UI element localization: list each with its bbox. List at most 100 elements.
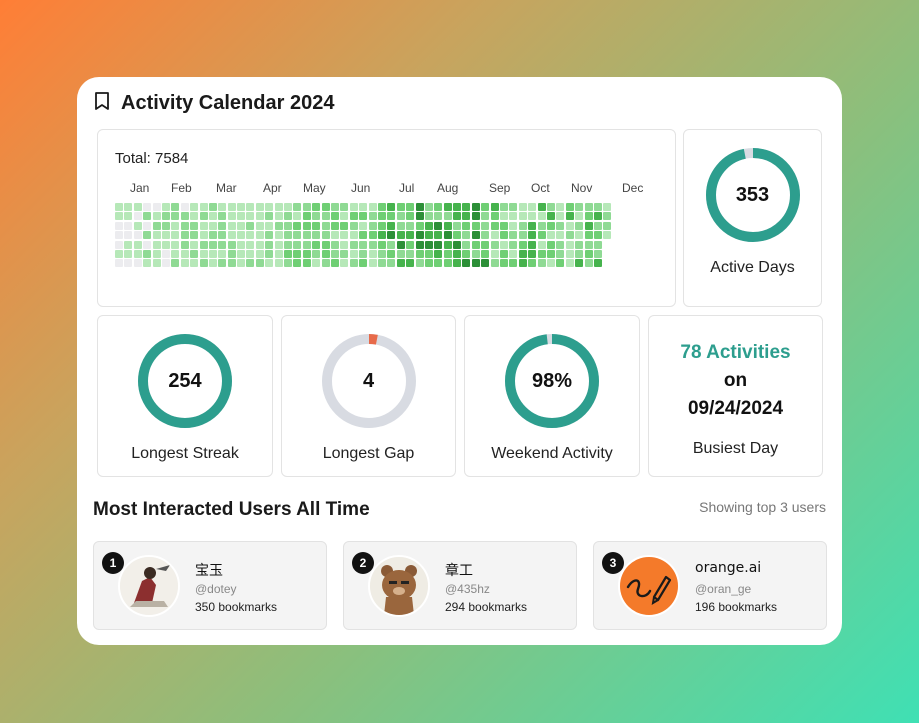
busiest-day-label: Busiest Day (692, 440, 779, 457)
month-label: Sep (489, 181, 511, 195)
heatmap-cell (500, 249, 509, 258)
heatmap-cell (443, 221, 452, 230)
heatmap-cell (368, 259, 377, 268)
heatmap-cell (462, 212, 471, 221)
heatmap-cell (528, 203, 537, 211)
heatmap-cell (406, 249, 415, 258)
heatmap-cell (293, 212, 302, 221)
heatmap-cell (265, 203, 274, 211)
heatmap-cell (593, 249, 602, 258)
heatmap-cell (237, 203, 246, 211)
heatmap-cell (171, 221, 180, 230)
heatmap-cell (434, 212, 443, 221)
heatmap-cell (434, 221, 443, 230)
longest-streak-label: Longest Streak (131, 445, 239, 462)
user-card[interactable]: 2 章工 @435hz 294 bookmarks (343, 541, 577, 630)
heatmap-cell (424, 259, 433, 268)
heatmap-cell (321, 231, 330, 240)
heatmap-cell (518, 221, 527, 230)
heatmap-cell (377, 259, 386, 268)
heatmap-cell (293, 221, 302, 230)
heatmap-cell (330, 240, 339, 249)
heatmap-cell (274, 203, 283, 211)
user-name: 章工 (445, 563, 473, 579)
heatmap-cell (171, 240, 180, 249)
month-label: Jun (351, 181, 371, 195)
heatmap-cell (603, 231, 612, 240)
user-card[interactable]: 3 orange.ai @oran_ge 196 bookmarks (593, 541, 827, 630)
heatmap-cell (246, 221, 255, 230)
heatmap-cell (406, 221, 415, 230)
heatmap-cell (330, 231, 339, 240)
heatmap-cell (368, 203, 377, 211)
heatmap-cell (321, 221, 330, 230)
heatmap-cell (152, 240, 161, 249)
heatmap-cell (481, 221, 490, 230)
month-label: Nov (571, 181, 593, 195)
heatmap-cell (161, 231, 170, 240)
heatmap-cell (284, 221, 293, 230)
heatmap-cell (133, 231, 142, 240)
heatmap-cell (453, 240, 462, 249)
month-label: May (303, 181, 326, 195)
heatmap-cell (368, 249, 377, 258)
busiest-day-date: 09/24/2024 (687, 398, 784, 419)
heatmap-cell (274, 212, 283, 221)
active-days-ring: 353 (703, 145, 803, 245)
heatmap-cell (302, 212, 311, 221)
month-label: Jul (399, 181, 415, 195)
heatmap-cell (124, 212, 133, 221)
heatmap-cell (237, 259, 246, 268)
heatmap-cell (312, 221, 321, 230)
heatmap-cell (265, 259, 274, 268)
heatmap-cell (349, 231, 358, 240)
user-name: 宝玉 (195, 563, 223, 579)
heatmap-cell (387, 212, 396, 221)
heatmap-cell (359, 212, 368, 221)
heatmap-cell (424, 203, 433, 211)
heatmap-cell (321, 203, 330, 211)
heatmap-cell (340, 203, 349, 211)
heatmap-cell (575, 212, 584, 221)
heatmap-cell (565, 203, 574, 211)
heatmap-cell (453, 259, 462, 268)
weekend-activity-panel: 98% Weekend Activity (464, 315, 640, 477)
heatmap-cell (349, 249, 358, 258)
user-card[interactable]: 1 宝玉 @dotey 350 bookmarks (93, 541, 327, 630)
heatmap-cell (340, 231, 349, 240)
heatmap-cell (180, 231, 189, 240)
heatmap-cell (415, 221, 424, 230)
heatmap-cell (593, 259, 602, 268)
heatmap-cell (246, 203, 255, 211)
heatmap-cell (415, 249, 424, 258)
heatmap-cell (518, 259, 527, 268)
heatmap-cell (396, 259, 405, 268)
heatmap-cell (509, 259, 518, 268)
heatmap-cell (387, 231, 396, 240)
heatmap-cell (453, 249, 462, 258)
heatmap-cell (330, 212, 339, 221)
heatmap-cell (537, 259, 546, 268)
heatmap-cell (302, 259, 311, 268)
heatmap-cell (565, 249, 574, 258)
heatmap-cell (500, 203, 509, 211)
heatmap-cell (528, 249, 537, 258)
heatmap-cell (565, 259, 574, 268)
heatmap-cell (180, 259, 189, 268)
active-days-label: Active Days (710, 259, 795, 276)
heatmap-cell (293, 259, 302, 268)
heatmap-cell (500, 259, 509, 268)
heatmap-cell (293, 231, 302, 240)
heatmap-cell (462, 259, 471, 268)
heatmap-cell (575, 240, 584, 249)
heatmap-cell (349, 240, 358, 249)
heatmap-cell (161, 212, 170, 221)
heatmap-cell (321, 249, 330, 258)
heatmap-cell (434, 259, 443, 268)
heatmap-cell (237, 212, 246, 221)
heatmap-panel: Total: 7584 Jan Feb Mar Apr May Jun Jul … (97, 129, 676, 307)
heatmap-cell (387, 240, 396, 249)
heatmap-cell (199, 212, 208, 221)
heatmap-cell (518, 231, 527, 240)
heatmap-cell (424, 240, 433, 249)
